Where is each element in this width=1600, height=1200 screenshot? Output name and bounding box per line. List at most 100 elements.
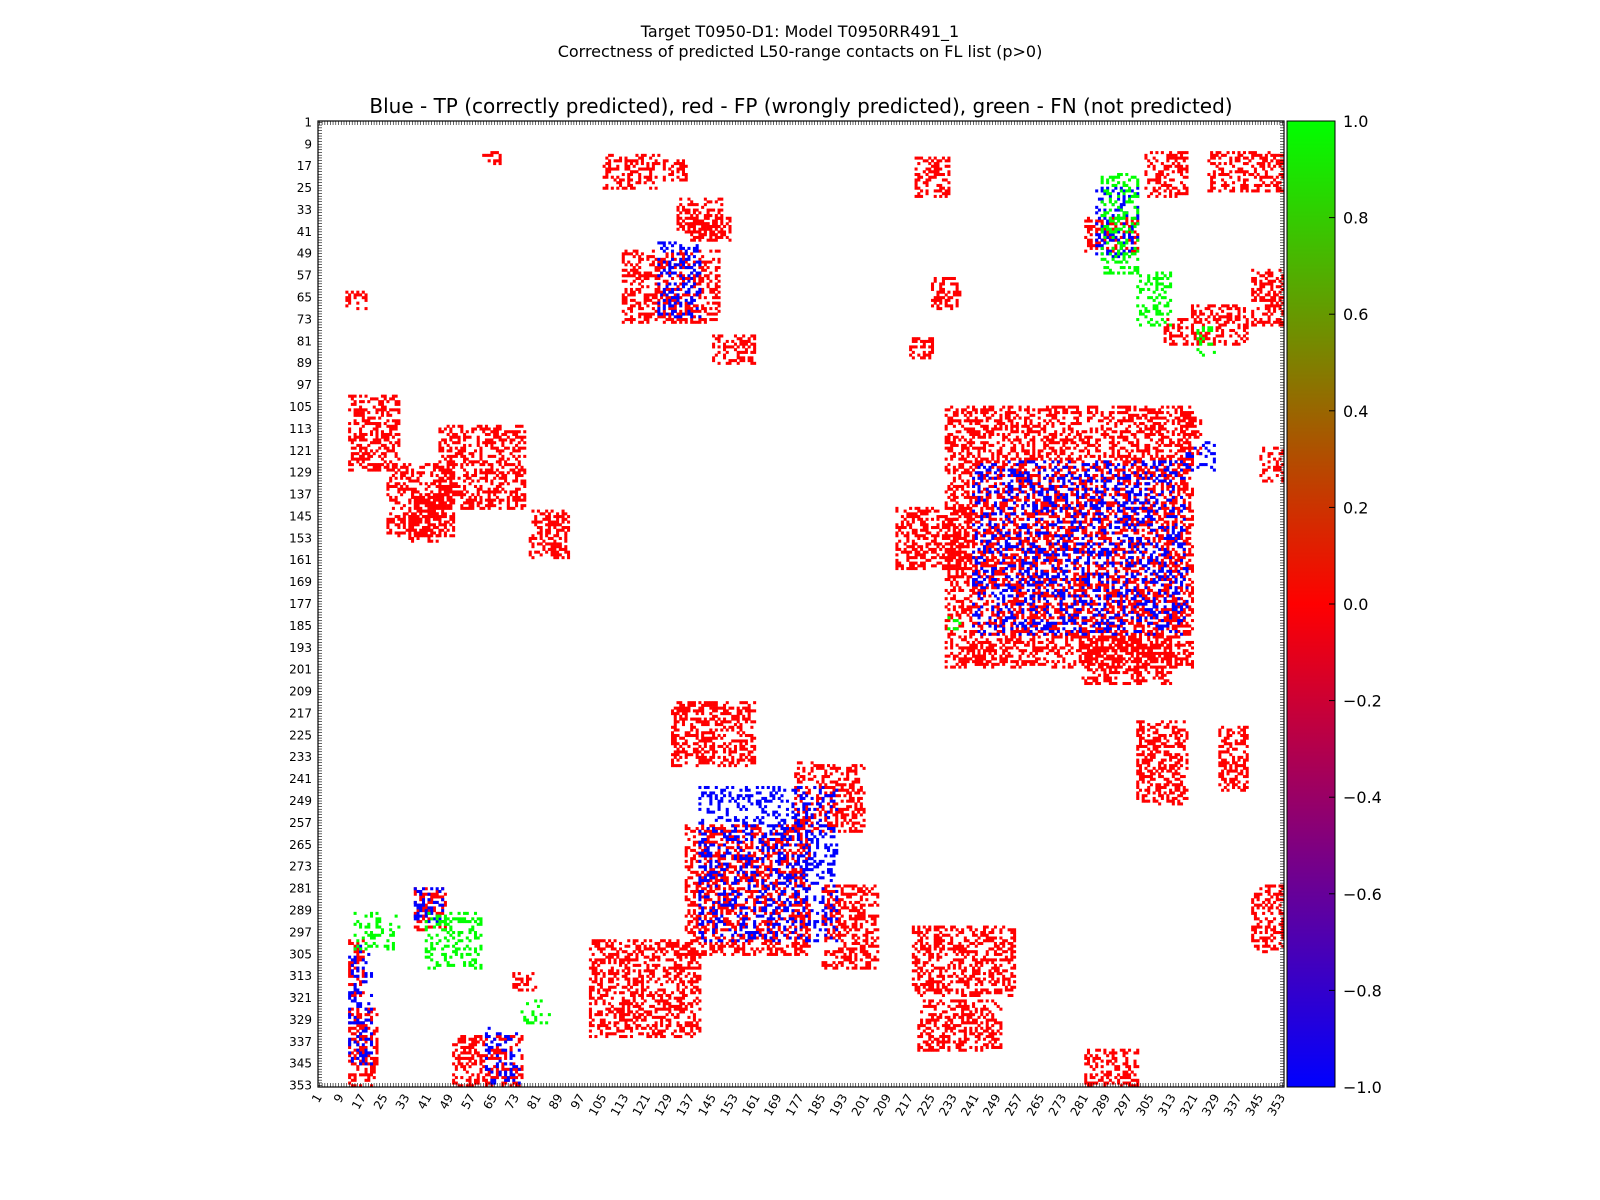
contact-cell bbox=[460, 454, 464, 458]
contact-cell bbox=[361, 424, 365, 428]
contact-cell bbox=[353, 296, 357, 300]
contact-cell bbox=[952, 575, 956, 579]
contact-cell bbox=[996, 608, 1000, 612]
contact-cell bbox=[1010, 602, 1014, 606]
contact-cell bbox=[1032, 605, 1036, 609]
contact-cell bbox=[1040, 506, 1044, 510]
contact-cell bbox=[944, 164, 948, 168]
contact-cell bbox=[1218, 307, 1222, 311]
contact-cell bbox=[952, 504, 956, 508]
contact-cell bbox=[1163, 175, 1167, 179]
contact-cell bbox=[364, 457, 368, 461]
contact-cell bbox=[1054, 608, 1058, 612]
contact-cell bbox=[999, 446, 1003, 450]
contact-cell bbox=[443, 531, 447, 535]
contact-cell bbox=[1018, 482, 1022, 486]
contact-cell bbox=[961, 610, 965, 614]
contact-cell bbox=[1032, 536, 1036, 540]
contact-cell bbox=[482, 506, 486, 510]
contact-cell bbox=[742, 339, 746, 343]
contact-cell bbox=[1024, 460, 1028, 464]
contact-cell bbox=[432, 506, 436, 510]
contact-cell bbox=[460, 430, 464, 434]
contact-cell bbox=[1029, 457, 1033, 461]
contact-cell bbox=[545, 531, 549, 535]
contact-cell bbox=[345, 290, 349, 294]
contact-cell bbox=[350, 402, 354, 406]
contact-cell bbox=[969, 506, 973, 510]
contact-cell bbox=[1045, 578, 1049, 582]
contact-cell bbox=[980, 506, 984, 510]
contact-cell bbox=[988, 580, 992, 584]
contact-cell bbox=[1119, 222, 1123, 226]
contact-cell bbox=[947, 520, 951, 524]
contact-cell bbox=[972, 405, 976, 409]
contact-cell bbox=[996, 558, 1000, 562]
contact-cell bbox=[438, 501, 442, 505]
contact-cell bbox=[449, 487, 453, 491]
contact-cell bbox=[974, 416, 978, 420]
contact-cell bbox=[922, 536, 926, 540]
contact-cell bbox=[974, 528, 978, 532]
contact-cell bbox=[988, 643, 992, 647]
contact-cell bbox=[640, 167, 644, 171]
contact-cell bbox=[490, 441, 494, 445]
contact-cell bbox=[649, 170, 653, 174]
contact-cell bbox=[1032, 643, 1036, 647]
contact-cell bbox=[427, 520, 431, 524]
contact-cell bbox=[1190, 424, 1194, 428]
contact-cell bbox=[435, 479, 439, 483]
contact-cell bbox=[515, 474, 519, 478]
contact-cell bbox=[920, 339, 924, 343]
contact-cell bbox=[1004, 504, 1008, 508]
contact-cell bbox=[961, 504, 965, 508]
contact-cell bbox=[556, 542, 560, 546]
contact-cell bbox=[1056, 479, 1060, 483]
contact-cell bbox=[1128, 230, 1132, 234]
contact-cell bbox=[1054, 662, 1058, 666]
contact-cell bbox=[632, 298, 636, 302]
contact-cell bbox=[1262, 312, 1266, 316]
contact-cell bbox=[681, 219, 685, 223]
contact-cell bbox=[1245, 326, 1249, 330]
contact-cell bbox=[1043, 580, 1047, 584]
contact-cell bbox=[977, 520, 981, 524]
contact-cell bbox=[1086, 219, 1091, 223]
contact-cell bbox=[676, 301, 680, 305]
contact-cell bbox=[509, 430, 513, 434]
contact-cell bbox=[991, 430, 995, 434]
contact-cell bbox=[435, 463, 439, 467]
contact-cell bbox=[1037, 662, 1041, 666]
contact-cell bbox=[1054, 457, 1058, 461]
contact-cell bbox=[484, 468, 488, 472]
contact-cell bbox=[709, 279, 713, 283]
contact-cell bbox=[427, 504, 431, 508]
contact-cell bbox=[753, 334, 757, 338]
contact-cell bbox=[460, 490, 464, 494]
contact-cell bbox=[1015, 630, 1019, 634]
contact-cell bbox=[1084, 219, 1088, 223]
contact-cell bbox=[933, 172, 937, 177]
contact-cell bbox=[1144, 170, 1148, 174]
contact-cell bbox=[961, 435, 965, 439]
contact-cell bbox=[421, 501, 426, 505]
contact-cell bbox=[681, 255, 685, 259]
contact-cell bbox=[624, 249, 628, 253]
contact-cell bbox=[635, 268, 639, 272]
contact-cell bbox=[602, 186, 606, 190]
contact-cell bbox=[933, 189, 937, 193]
contact-cell bbox=[944, 567, 948, 571]
contact-cell bbox=[515, 430, 519, 434]
contact-cell bbox=[443, 501, 447, 505]
contact-cell bbox=[1253, 183, 1257, 187]
contact-cell bbox=[1018, 564, 1022, 568]
contact-cell bbox=[695, 219, 699, 223]
contact-cell bbox=[1048, 463, 1052, 467]
contact-cell bbox=[1015, 523, 1019, 527]
contact-cell bbox=[547, 515, 551, 519]
contact-cell bbox=[961, 649, 965, 653]
contact-cell bbox=[1180, 413, 1184, 417]
contact-cell bbox=[400, 474, 404, 478]
contact-cell bbox=[723, 233, 727, 237]
contact-cell bbox=[1015, 422, 1019, 426]
